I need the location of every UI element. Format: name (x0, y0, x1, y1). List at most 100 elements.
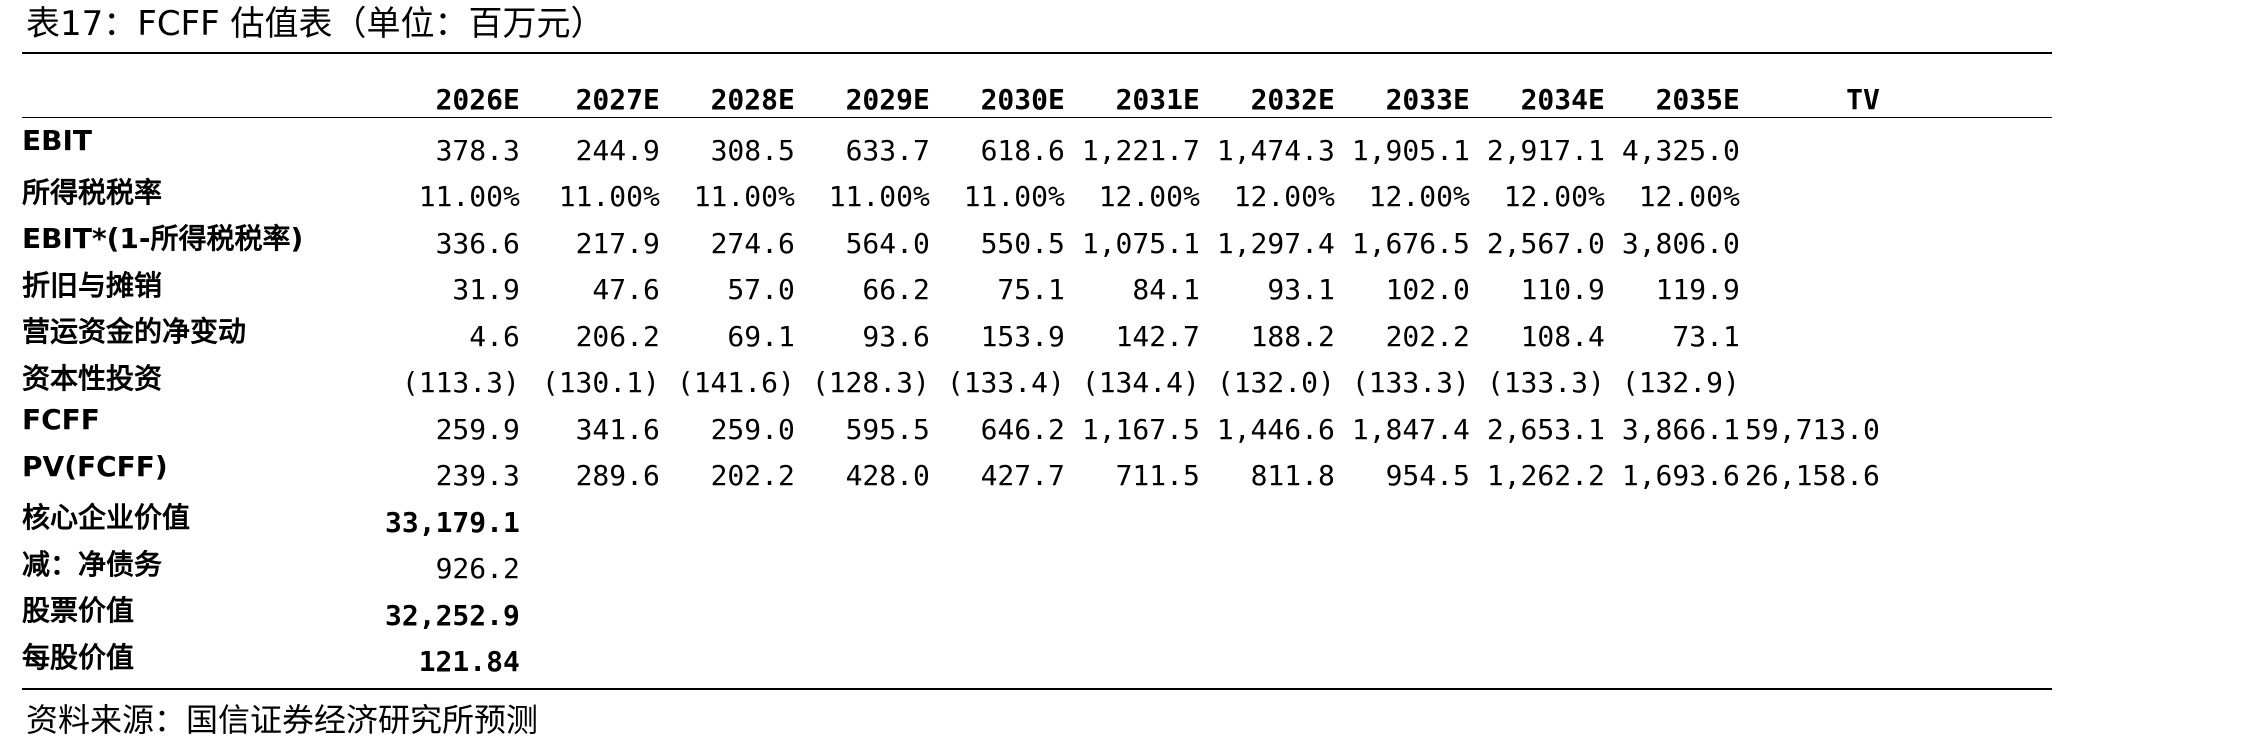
value-cell: 244.9 (575, 133, 660, 167)
value-cell: 811.8 (1250, 459, 1335, 492)
value-cell: 595.5 (845, 412, 930, 446)
empty-cell (1065, 541, 1200, 588)
table-row: 所得税税率 11.00% 11.00% 11.00% 11.00% 11.00% 12.00… (20, 169, 1880, 216)
empty-cell (1200, 587, 1335, 634)
empty-cell (1470, 494, 1605, 541)
empty-cell (795, 587, 930, 634)
empty-cell (795, 634, 930, 681)
header-label-cell (20, 70, 385, 122)
value-cell: 57.0 (727, 273, 795, 306)
value-cell: 84.1 (1132, 273, 1200, 306)
value-cell: 711.5 (1115, 459, 1200, 492)
value-cell: 1,905.1 (1351, 133, 1470, 167)
empty-cell (795, 541, 930, 588)
column-header: 2034E (1520, 83, 1605, 116)
value-cell (1740, 355, 1880, 402)
empty-cell (1740, 634, 1880, 681)
value-cell: 202.2 (710, 459, 795, 492)
value-cell: 550.5 (980, 226, 1065, 260)
empty-cell (1335, 587, 1470, 634)
value-cell: (133.3) (1486, 366, 1605, 399)
empty-cell (660, 587, 795, 634)
header-rule (22, 117, 2052, 118)
value-cell: (141.6) (676, 366, 795, 399)
empty-cell (1335, 494, 1470, 541)
value-cell: 4,325.0 (1621, 133, 1740, 167)
value-cell: 47.6 (592, 273, 660, 306)
value-cell: 427.7 (980, 459, 1065, 492)
column-header: 2031E (1115, 83, 1200, 116)
value-cell: 69.1 (727, 319, 795, 353)
empty-cell (1740, 541, 1880, 588)
value-cell: 1,676.5 (1351, 226, 1470, 260)
value-cell: 1,075.1 (1081, 226, 1200, 260)
value-cell: 73.1 (1672, 319, 1740, 353)
empty-cell (1065, 587, 1200, 634)
value-cell: 206.2 (575, 319, 660, 353)
summary-label: 核心企业价值 (22, 501, 191, 534)
value-cell: 633.7 (845, 133, 930, 167)
empty-cell (930, 634, 1065, 681)
value-cell: 12.00% (1503, 180, 1605, 213)
value-cell: 11.00% (418, 180, 520, 213)
value-cell: 188.2 (1250, 319, 1335, 353)
row-label: EBIT*(1-所得税税率) (22, 222, 304, 255)
empty-cell (660, 494, 795, 541)
empty-cell (1200, 634, 1335, 681)
value-cell: 75.1 (997, 273, 1065, 306)
column-header: 2027E (575, 83, 660, 116)
value-cell: 153.9 (980, 319, 1065, 353)
table-row: 折旧与摊销 31.9 47.6 57.0 66.2 75.1 84.1 93.1 102.0 11… (20, 262, 1880, 309)
value-cell (1740, 262, 1880, 309)
value-cell: 378.3 (435, 133, 520, 167)
value-cell: 11.00% (828, 180, 930, 213)
value-cell: 239.3 (435, 459, 520, 492)
empty-cell (1605, 494, 1740, 541)
value-cell: 31.9 (452, 273, 520, 306)
value-cell: 1,847.4 (1351, 412, 1470, 446)
empty-cell (1470, 541, 1605, 588)
value-cell: 110.9 (1520, 273, 1605, 306)
row-label: 折旧与摊销 (22, 268, 163, 302)
value-cell: 2,653.1 (1486, 412, 1605, 446)
value-cell: (133.3) (1351, 366, 1470, 399)
column-header: 2032E (1250, 83, 1335, 116)
value-cell: 259.0 (710, 412, 795, 446)
value-cell: 12.00% (1368, 180, 1470, 213)
value-cell: 1,262.2 (1486, 459, 1605, 492)
summary-value: 926.2 (435, 552, 520, 585)
empty-cell (1200, 541, 1335, 588)
empty-cell (1335, 541, 1470, 588)
value-cell: 4.6 (469, 319, 520, 353)
value-cell: 308.5 (710, 133, 795, 167)
value-cell: 289.6 (575, 459, 660, 492)
value-cell: (134.4) (1081, 366, 1200, 399)
value-cell (1740, 169, 1880, 216)
empty-cell (1200, 494, 1335, 541)
column-header: 2029E (845, 83, 930, 116)
value-cell: 66.2 (862, 273, 930, 306)
value-cell (1740, 215, 1880, 262)
value-cell: 428.0 (845, 459, 930, 492)
column-header: 2033E (1385, 83, 1470, 116)
value-cell: 11.00% (963, 180, 1065, 213)
fcff-valuation-table: 2026E 2027E 2028E 2029E 2030E 2031E 2032… (20, 70, 1880, 680)
value-cell: 1,446.6 (1216, 412, 1335, 446)
summary-row: 减：净债务 926.2 (20, 541, 1880, 588)
row-label: 所得税税率 (22, 175, 163, 209)
table-row: EBIT*(1-所得税税率) 336.6 217.9 274.6 564.0 550.5 1… (20, 215, 1880, 262)
empty-cell (930, 587, 1065, 634)
summary-label: 每股价值 (22, 640, 135, 674)
value-cell: 336.6 (435, 226, 520, 260)
value-cell: 1,693.6 (1621, 459, 1740, 492)
value-cell: 202.2 (1385, 319, 1470, 353)
value-cell: 2,917.1 (1486, 133, 1605, 167)
empty-cell (1470, 587, 1605, 634)
empty-cell (930, 541, 1065, 588)
empty-cell (520, 587, 660, 634)
value-cell: (130.1) (541, 366, 660, 399)
value-cell: 11.00% (693, 180, 795, 213)
column-header: 2035E (1655, 83, 1740, 116)
empty-cell (1740, 587, 1880, 634)
column-header: TV (1846, 83, 1880, 116)
